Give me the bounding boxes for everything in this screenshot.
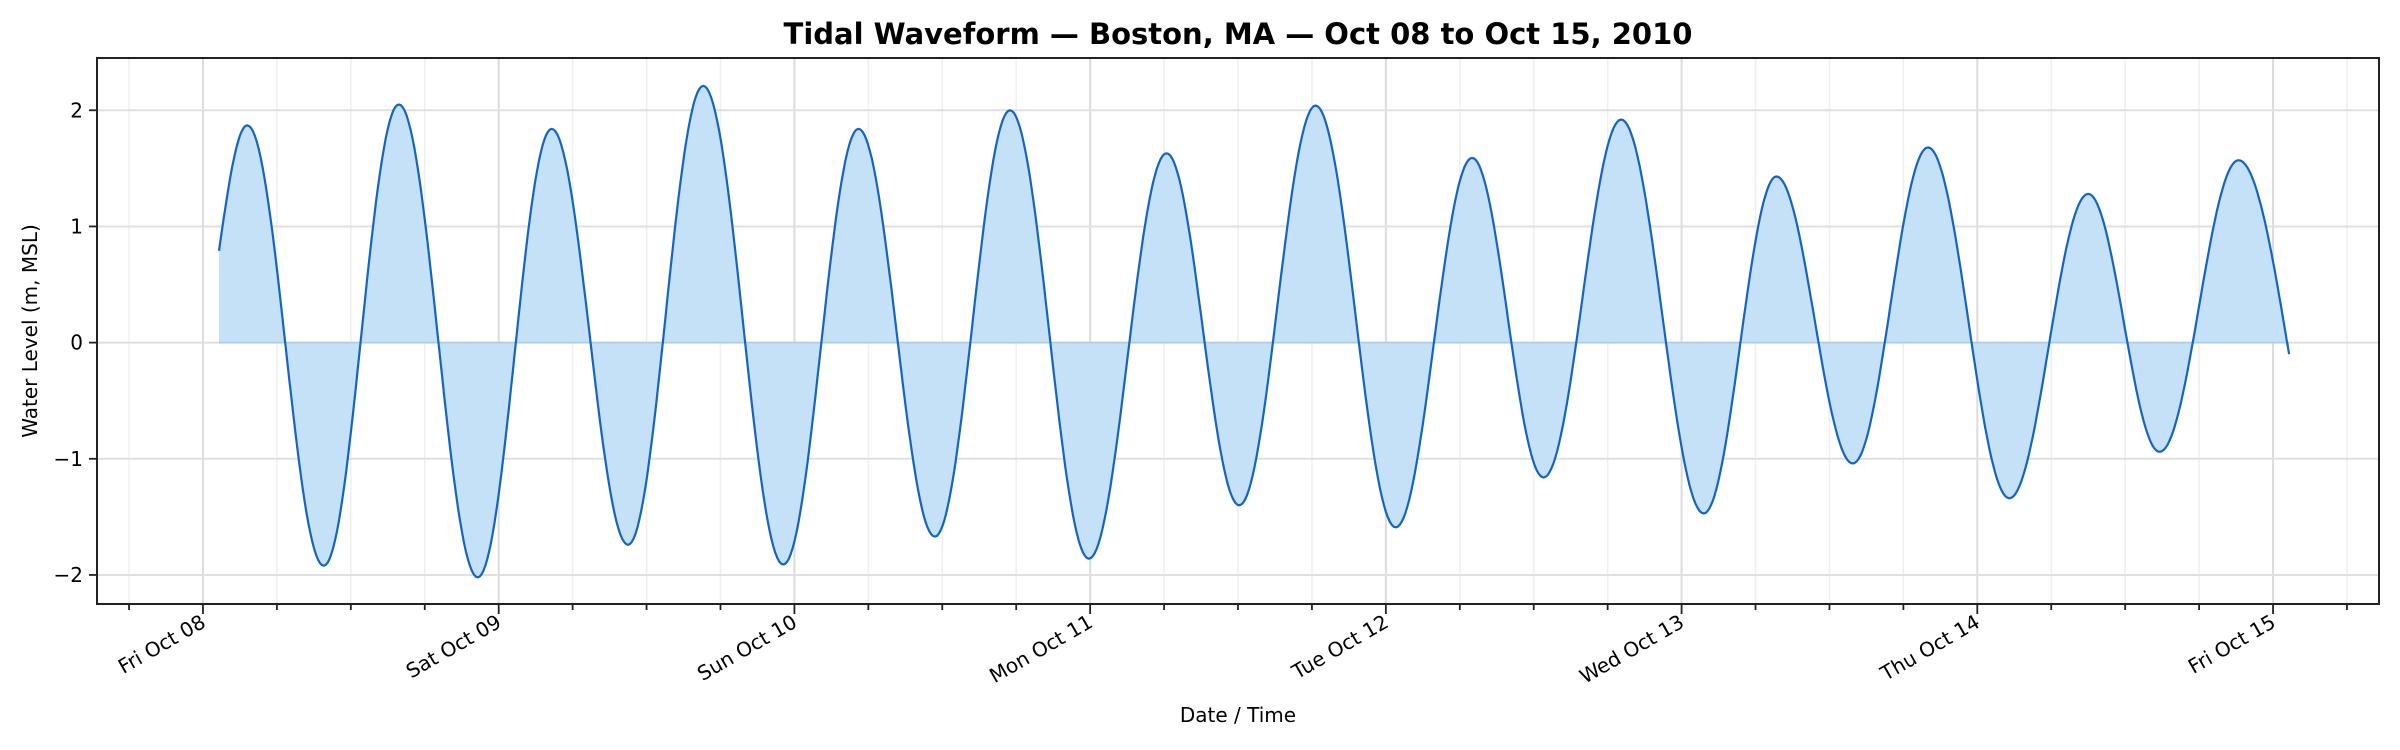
x-tick-label: Sat Oct 09 [402, 610, 505, 684]
x-tick-label: Tue Oct 12 [1287, 610, 1392, 685]
y-tick-label: 1 [70, 214, 83, 238]
x-axis-label: Date / Time [1180, 703, 1296, 727]
y-tick-label: 2 [70, 98, 83, 122]
y-axis-ticks: −2 −1 0 1 2 [54, 98, 97, 587]
y-tick-label: 0 [70, 331, 83, 355]
x-tick-label: Mon Oct 11 [985, 610, 1097, 688]
chart-title: Tidal Waveform — Boston, MA — Oct 08 to … [784, 17, 1693, 51]
x-axis-ticks: Fri Oct 08 Sat Oct 09 Sun Oct 10 Mon Oct 11… [114, 604, 2348, 689]
y-tick-label: −1 [54, 447, 83, 471]
x-tick-label: Thu Oct 14 [1875, 610, 1983, 686]
data-line [217, 84, 2291, 579]
fill-area [218, 85, 2290, 578]
x-tick-label: Fri Oct 08 [114, 610, 210, 679]
y-axis-label: Water Level (m, MSL) [18, 224, 42, 438]
x-tick-label: Sun Oct 10 [693, 610, 801, 686]
y-tick-label: −2 [54, 563, 83, 587]
x-tick-label: Wed Oct 13 [1575, 610, 1688, 689]
x-tick-label: Fri Oct 15 [2184, 610, 2280, 679]
grid-lines [97, 58, 2379, 604]
